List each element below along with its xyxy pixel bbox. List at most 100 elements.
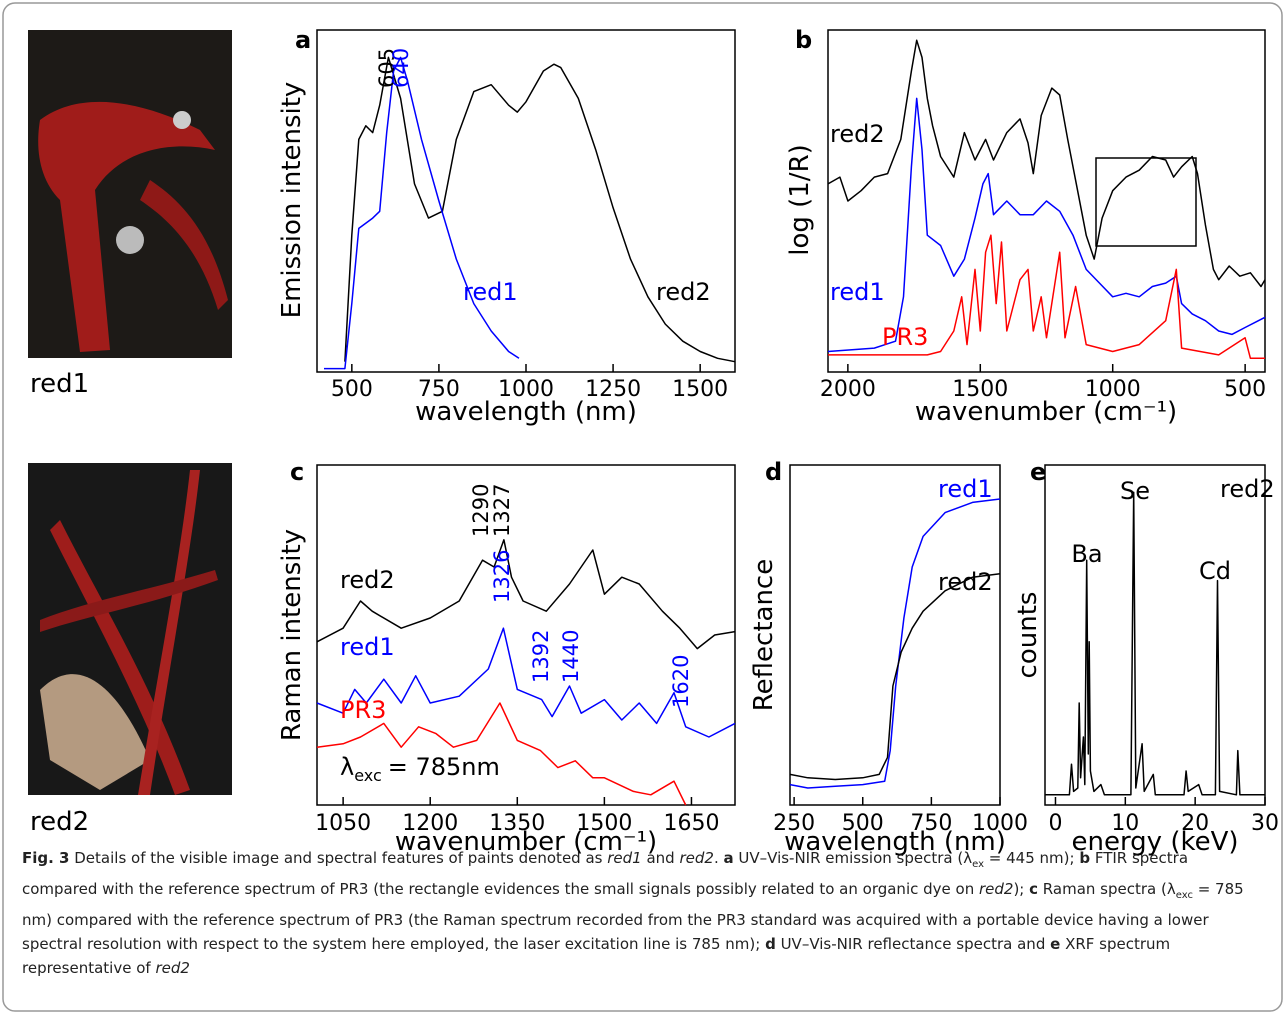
- x-tick-label: 250: [773, 811, 815, 836]
- caption-text: XRF spectrum representative of: [22, 935, 1171, 977]
- caption-text: Fig. 3: [22, 849, 70, 867]
- x-tick-label: 0: [1048, 811, 1062, 836]
- photo-label: red1: [30, 369, 89, 399]
- x-tick-label: 1500: [672, 377, 728, 402]
- series-label: red2: [656, 278, 711, 306]
- series-label: red2: [830, 120, 885, 148]
- x-axis-label: wavelength (nm): [415, 397, 637, 427]
- series-label: red2: [340, 566, 395, 594]
- x-axis-label: energy (keV): [1071, 827, 1238, 857]
- spectrum-line: [316, 627, 736, 738]
- panel-letter: b: [795, 26, 812, 54]
- y-axis-label: Reflectance: [749, 559, 779, 711]
- caption-text: c: [1029, 880, 1039, 898]
- peak-label: 1392: [529, 630, 553, 683]
- peak-label: 1620: [669, 655, 693, 708]
- x-tick-label: 1200: [402, 811, 458, 836]
- spectrum-line: [316, 702, 687, 806]
- photo-red1: [28, 30, 232, 358]
- caption-text: Details of the visible image and spectra…: [69, 849, 608, 867]
- excitation-part: λ: [340, 753, 354, 781]
- y-axis-label: counts: [1013, 592, 1043, 679]
- caption-text: = 445 nm);: [984, 849, 1080, 867]
- series-label: red1: [340, 633, 395, 661]
- plot-frame: [789, 464, 1001, 806]
- series-label: red2: [938, 568, 993, 596]
- x-tick-label: 10: [1111, 811, 1139, 836]
- panel-letter: d: [765, 458, 782, 486]
- caption-text: = 785 nm) compared with the reference sp…: [22, 880, 1244, 953]
- highlight-box: [1095, 157, 1197, 247]
- x-tick-label: 1250: [585, 377, 641, 402]
- spectrum-line: [789, 498, 1001, 789]
- series-label: red1: [463, 278, 518, 306]
- spectrum-line: [316, 539, 736, 650]
- caption-text: red2: [155, 959, 190, 977]
- caption-text: d: [765, 935, 776, 953]
- caption-text: exc: [1175, 890, 1193, 901]
- caption-text: b: [1079, 849, 1091, 867]
- panel-letter: a: [295, 26, 311, 54]
- spectrum-line: [827, 97, 1266, 353]
- x-tick-label: 1500: [576, 811, 632, 836]
- x-tick-label: 1350: [489, 811, 545, 836]
- caption-text: e: [1050, 935, 1061, 953]
- excitation-part: exc: [354, 766, 382, 785]
- x-axis-label: wavenumber (cm⁻¹): [395, 827, 657, 857]
- spectrum-line: [1045, 491, 1265, 796]
- plot-frame: [827, 29, 1266, 373]
- y-axis-label: Emission intensity: [277, 82, 307, 319]
- caption-text: and: [641, 849, 680, 867]
- x-tick-label: 500: [1224, 377, 1266, 402]
- plot-frame: [316, 464, 736, 806]
- y-axis-label: Raman intensity: [277, 529, 307, 741]
- peak-label: Ba: [1071, 540, 1102, 568]
- peak-label: Se: [1120, 477, 1150, 505]
- caption-text: Raman spectra (λ: [1038, 880, 1176, 898]
- x-tick-label: 2000: [820, 377, 876, 402]
- x-tick-label: 500: [331, 377, 373, 402]
- caption-text: .: [713, 849, 724, 867]
- spectrum-line: [827, 39, 1266, 288]
- spectrum-line: [344, 56, 736, 363]
- caption-text: UV–Vis-NIR emission spectra (λ: [733, 849, 973, 867]
- caption-text: red1: [607, 849, 642, 867]
- caption: Fig. 3 Details of the visible image and …: [22, 846, 1267, 980]
- x-tick-label: 1650: [663, 811, 719, 836]
- peak-label: 1326: [490, 550, 514, 603]
- x-tick-label: 750: [418, 377, 460, 402]
- caption-text: red2: [679, 849, 714, 867]
- series-label: red2: [1220, 475, 1275, 503]
- peak-label: Cd: [1199, 557, 1231, 585]
- caption-text: red2: [978, 880, 1014, 898]
- x-tick-label: 1050: [315, 811, 371, 836]
- x-tick-label: 1500: [952, 377, 1008, 402]
- x-axis-label: wavelength (nm): [784, 827, 1006, 857]
- peak-label: 1290: [469, 484, 493, 537]
- y-axis-label: log (1/R): [785, 144, 815, 256]
- panel-letter: e: [1030, 458, 1046, 486]
- caption-text: );: [1013, 880, 1030, 898]
- photo-red2: [28, 463, 232, 795]
- series-label: red1: [830, 278, 885, 306]
- series-label: PR3: [340, 696, 386, 724]
- x-tick-label: 750: [910, 811, 952, 836]
- peak-label: 640: [389, 48, 413, 88]
- x-tick-label: 1000: [972, 811, 1028, 836]
- x-tick-label: 30: [1251, 811, 1279, 836]
- caption-text: FTIR spectra compared with the reference…: [22, 849, 1189, 898]
- x-tick-label: 1000: [498, 377, 554, 402]
- x-tick-label: 500: [842, 811, 884, 836]
- photo-label: red2: [30, 807, 89, 837]
- excitation-label: λexc = 785nm: [340, 753, 500, 785]
- peak-label: 1440: [559, 630, 583, 683]
- peak-label: 605: [375, 48, 399, 88]
- series-label: red1: [938, 475, 993, 503]
- panel-letter: c: [290, 458, 304, 486]
- spectrum-line: [828, 234, 1265, 360]
- caption-text: a: [723, 849, 734, 867]
- peak-label: 1327: [490, 484, 514, 537]
